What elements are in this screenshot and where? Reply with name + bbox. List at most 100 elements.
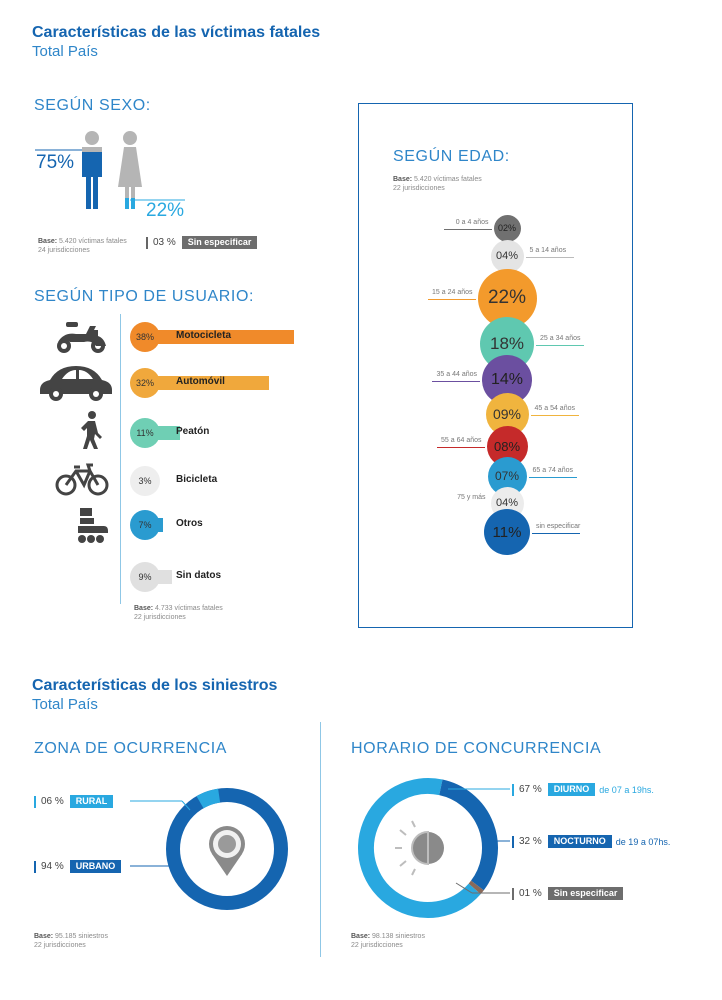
- sexo-unspec-pct: 03 %: [153, 237, 176, 248]
- zona-rural-pct: 06 %: [41, 796, 64, 807]
- usuario-pct-circle: 7%: [130, 510, 160, 540]
- female-pct: 22%: [146, 200, 185, 221]
- edad-base-sub: 22 jurisdicciones: [393, 185, 445, 192]
- horario-nocturno-pct: 32 %: [519, 836, 542, 847]
- usuario-row: 11% Peatón: [130, 416, 320, 450]
- horario-base: Base: 98.138 siniestros 22 jurisdiccione…: [351, 932, 425, 950]
- zona-urbano-pct: 94 %: [41, 861, 64, 872]
- edad-base: Base: 5.420 víctimas fatales 22 jurisdic…: [393, 175, 482, 193]
- usuario-label: Peatón: [176, 426, 210, 437]
- edad-panel: [358, 103, 633, 628]
- sexo-base: Base: 5.420 víctimas fatales 24 jurisdic…: [38, 237, 127, 255]
- age-leader-line: [532, 533, 580, 534]
- age-bubble: 11%: [484, 509, 530, 555]
- age-label: 55 a 64 años: [441, 437, 482, 444]
- usuario-base: Base: 4.733 víctimas fatales 22 jurisdic…: [134, 604, 223, 622]
- victims-subtitle: Total País: [32, 43, 98, 60]
- horario-unspec-arc: [468, 880, 484, 895]
- male-figure-icon: [82, 131, 102, 209]
- male-pct: 75%: [36, 152, 75, 173]
- siniestros-subtitle: Total País: [32, 696, 98, 713]
- horario-diurno-chip: DIURNO: [547, 783, 596, 796]
- horario-diurno-pct: 67 %: [519, 784, 542, 795]
- usuario-label: Automóvil: [176, 376, 225, 387]
- usuario-bar: [134, 376, 269, 390]
- horario-nocturno-arc: [438, 779, 498, 891]
- age-leader-line: [443, 229, 492, 230]
- horario-nocturno-chip: NOCTURNO: [547, 835, 612, 848]
- rollerskate-icon: [78, 508, 108, 543]
- horario-unspec-leader: [455, 882, 473, 894]
- zona-urbano-chip: URBANO: [69, 860, 122, 873]
- usuario-row: 7% Otros: [130, 508, 320, 542]
- edad-heading: SEGÚN EDAD:: [393, 148, 510, 165]
- usuario-chart: 38% Motocicleta 32% Automóvil 11% Peatón 3% Bic…: [130, 320, 320, 592]
- usuario-base-text: 4.733 víctimas fatales: [155, 605, 223, 612]
- victims-title: Características de las víctimas fatales: [32, 24, 321, 41]
- age-label: 0 a 4 años: [455, 219, 489, 226]
- age-leader-line: [436, 447, 485, 448]
- horario-unspec-pct: 01 %: [519, 888, 542, 899]
- zona-rural-label: 06 % RURAL: [34, 795, 114, 808]
- sexo-base-sub: 24 jurisdicciones: [38, 247, 90, 254]
- zona-heading: ZONA DE OCURRENCIA: [34, 740, 228, 757]
- usuario-label: Motocicleta: [176, 330, 232, 341]
- age-leader-line: [528, 477, 577, 478]
- age-leader-line: [427, 299, 476, 300]
- usuario-row: 38% Motocicleta: [130, 320, 320, 354]
- usuario-row: 9% Sin datos: [130, 560, 320, 594]
- zona-urbano-label: 94 % URBANO: [34, 860, 122, 873]
- sexo-unspec-label: Sin especificar: [181, 236, 258, 249]
- age-label: sin especificar: [536, 523, 581, 530]
- zona-chart: [130, 788, 288, 910]
- age-leader-line: [432, 381, 480, 382]
- usuario-label: Sin datos: [176, 570, 222, 581]
- usuario-base-sub: 22 jurisdicciones: [134, 614, 186, 621]
- zona-rural-arc: [196, 788, 221, 809]
- horario-heading: HORARIO DE CONCURRENCIA: [351, 740, 602, 757]
- age-leader-line: [530, 415, 579, 416]
- usuario-row: 32% Automóvil: [130, 366, 320, 400]
- edad-base-text: 5.420 víctimas fatales: [414, 176, 482, 183]
- sexo-base-label: Base:: [38, 238, 58, 245]
- horario-base-text: 98.138 siniestros: [372, 933, 425, 940]
- usuario-row: 3% Bicicleta: [130, 464, 320, 498]
- siniestros-title: Características de los siniestros: [32, 677, 278, 694]
- usuario-pct-circle: 32%: [130, 368, 160, 398]
- sexo-unspecified: 03 % Sin especificar: [146, 236, 258, 249]
- age-label: 15 a 24 años: [432, 289, 473, 296]
- horario-unspec-label: 01 % Sin especificar: [512, 887, 624, 900]
- usuario-label: Bicicleta: [176, 474, 218, 485]
- zona-base: Base: 95.185 siniestros 22 jurisdiccione…: [34, 932, 108, 950]
- location-pin-icon: [209, 826, 245, 876]
- usuario-pct-circle: 11%: [130, 418, 160, 448]
- usuario-heading: SEGÚN TIPO DE USUARIO:: [34, 288, 255, 305]
- pedestrian-icon: [81, 411, 102, 449]
- horario-diurno-range: de 07 a 19hs.: [599, 784, 654, 795]
- age-label: 25 a 34 años: [540, 335, 581, 342]
- horario-unspec-chip: Sin especificar: [547, 887, 624, 900]
- usuario-bar: [134, 330, 294, 344]
- zona-base-sub: 22 jurisdicciones: [34, 942, 86, 949]
- age-leader-line: [536, 345, 584, 346]
- usuario-pct-circle: 3%: [130, 466, 160, 496]
- age-label: 65 a 74 años: [532, 467, 573, 474]
- siniestros-divider: [320, 722, 321, 957]
- sexo-figures: [35, 131, 185, 209]
- horario-base-sub: 22 jurisdicciones: [351, 942, 403, 949]
- age-bubble: 02%: [493, 214, 521, 242]
- sexo-heading: SEGÚN SEXO:: [34, 97, 151, 114]
- usuario-pct-circle: 9%: [130, 562, 160, 592]
- age-bubble: 04%: [490, 239, 524, 273]
- edad-chart: 02% 0 a 4 años 04% 5 a 14 años 22% 15 a 24 añ…: [358, 200, 633, 560]
- zona-base-text: 95.185 siniestros: [55, 933, 108, 940]
- usuario-base-label: Base:: [134, 605, 154, 612]
- age-label: 75 y más: [457, 494, 486, 501]
- zona-base-label: Base:: [34, 933, 54, 940]
- sun-moon-icon: [395, 820, 444, 876]
- horario-nocturno-label: 32 % NOCTURNO de 19 a 07hs.: [512, 835, 670, 848]
- usuario-divider: [120, 314, 121, 604]
- bicycle-icon: [55, 463, 109, 496]
- car-icon: [40, 366, 112, 401]
- age-label: 35 a 44 años: [436, 371, 477, 378]
